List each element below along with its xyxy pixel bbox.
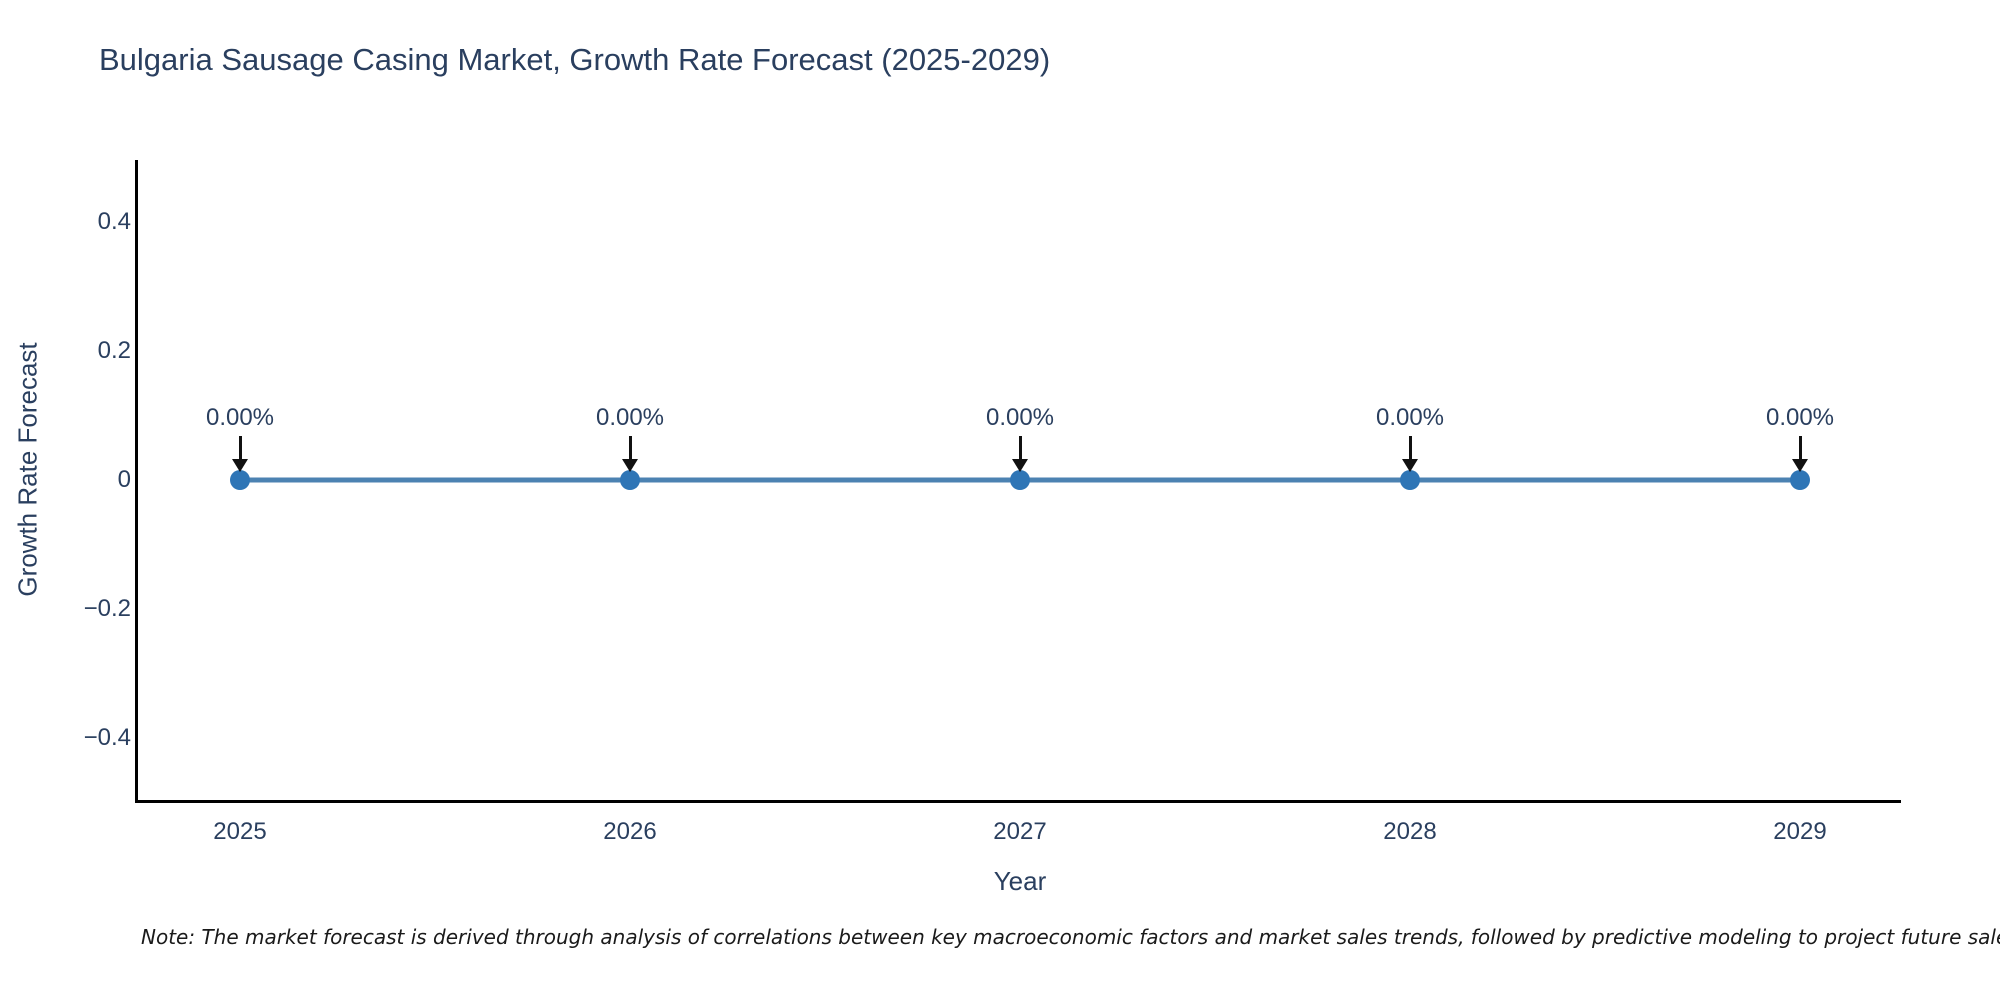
- y-tick-label: 0.4: [97, 208, 131, 235]
- x-tick-label: 2027: [993, 818, 1047, 845]
- annotation-arrowhead-icon: [1402, 459, 1418, 472]
- annotation-arrow: [628, 436, 632, 459]
- annotation-arrowhead-icon: [1012, 459, 1028, 472]
- data-point-marker: [1400, 470, 1420, 490]
- annotation-arrow: [1018, 436, 1022, 459]
- y-tick-label: −0.2: [83, 595, 131, 622]
- data-point-marker: [620, 470, 640, 490]
- y-axis-line: [135, 160, 138, 803]
- x-tick-label: 2026: [603, 818, 657, 845]
- annotation-arrow: [1408, 436, 1412, 459]
- x-tick-label: 2029: [1773, 818, 1827, 845]
- y-tick-label: 0.2: [97, 337, 131, 364]
- annotation-label: 0.00%: [205, 404, 275, 431]
- annotation-label: 0.00%: [1765, 404, 1835, 431]
- x-axis-title: Year: [993, 866, 1047, 896]
- annotation-label: 0.00%: [595, 404, 665, 431]
- annotation-arrowhead-icon: [1792, 459, 1808, 472]
- annotation-arrowhead-icon: [232, 459, 248, 472]
- annotation-arrow: [238, 436, 242, 459]
- annotation-label: 0.00%: [1375, 404, 1445, 431]
- chart-title: Bulgaria Sausage Casing Market, Growth R…: [99, 42, 1051, 77]
- annotation-label: 0.00%: [985, 404, 1055, 431]
- x-tick-label: 2028: [1383, 818, 1437, 845]
- footnote: Note: The market forecast is derived thr…: [141, 925, 2000, 949]
- annotation-arrowhead-icon: [622, 459, 638, 472]
- x-axis-line: [135, 800, 1901, 803]
- y-tick-label: 0: [117, 466, 131, 493]
- y-tick-label: −0.4: [83, 724, 131, 751]
- data-point-marker: [1790, 470, 1810, 490]
- annotation-arrow: [1798, 436, 1802, 459]
- x-tick-label: 2025: [213, 818, 267, 845]
- data-point-marker: [1010, 470, 1030, 490]
- data-point-marker: [230, 470, 250, 490]
